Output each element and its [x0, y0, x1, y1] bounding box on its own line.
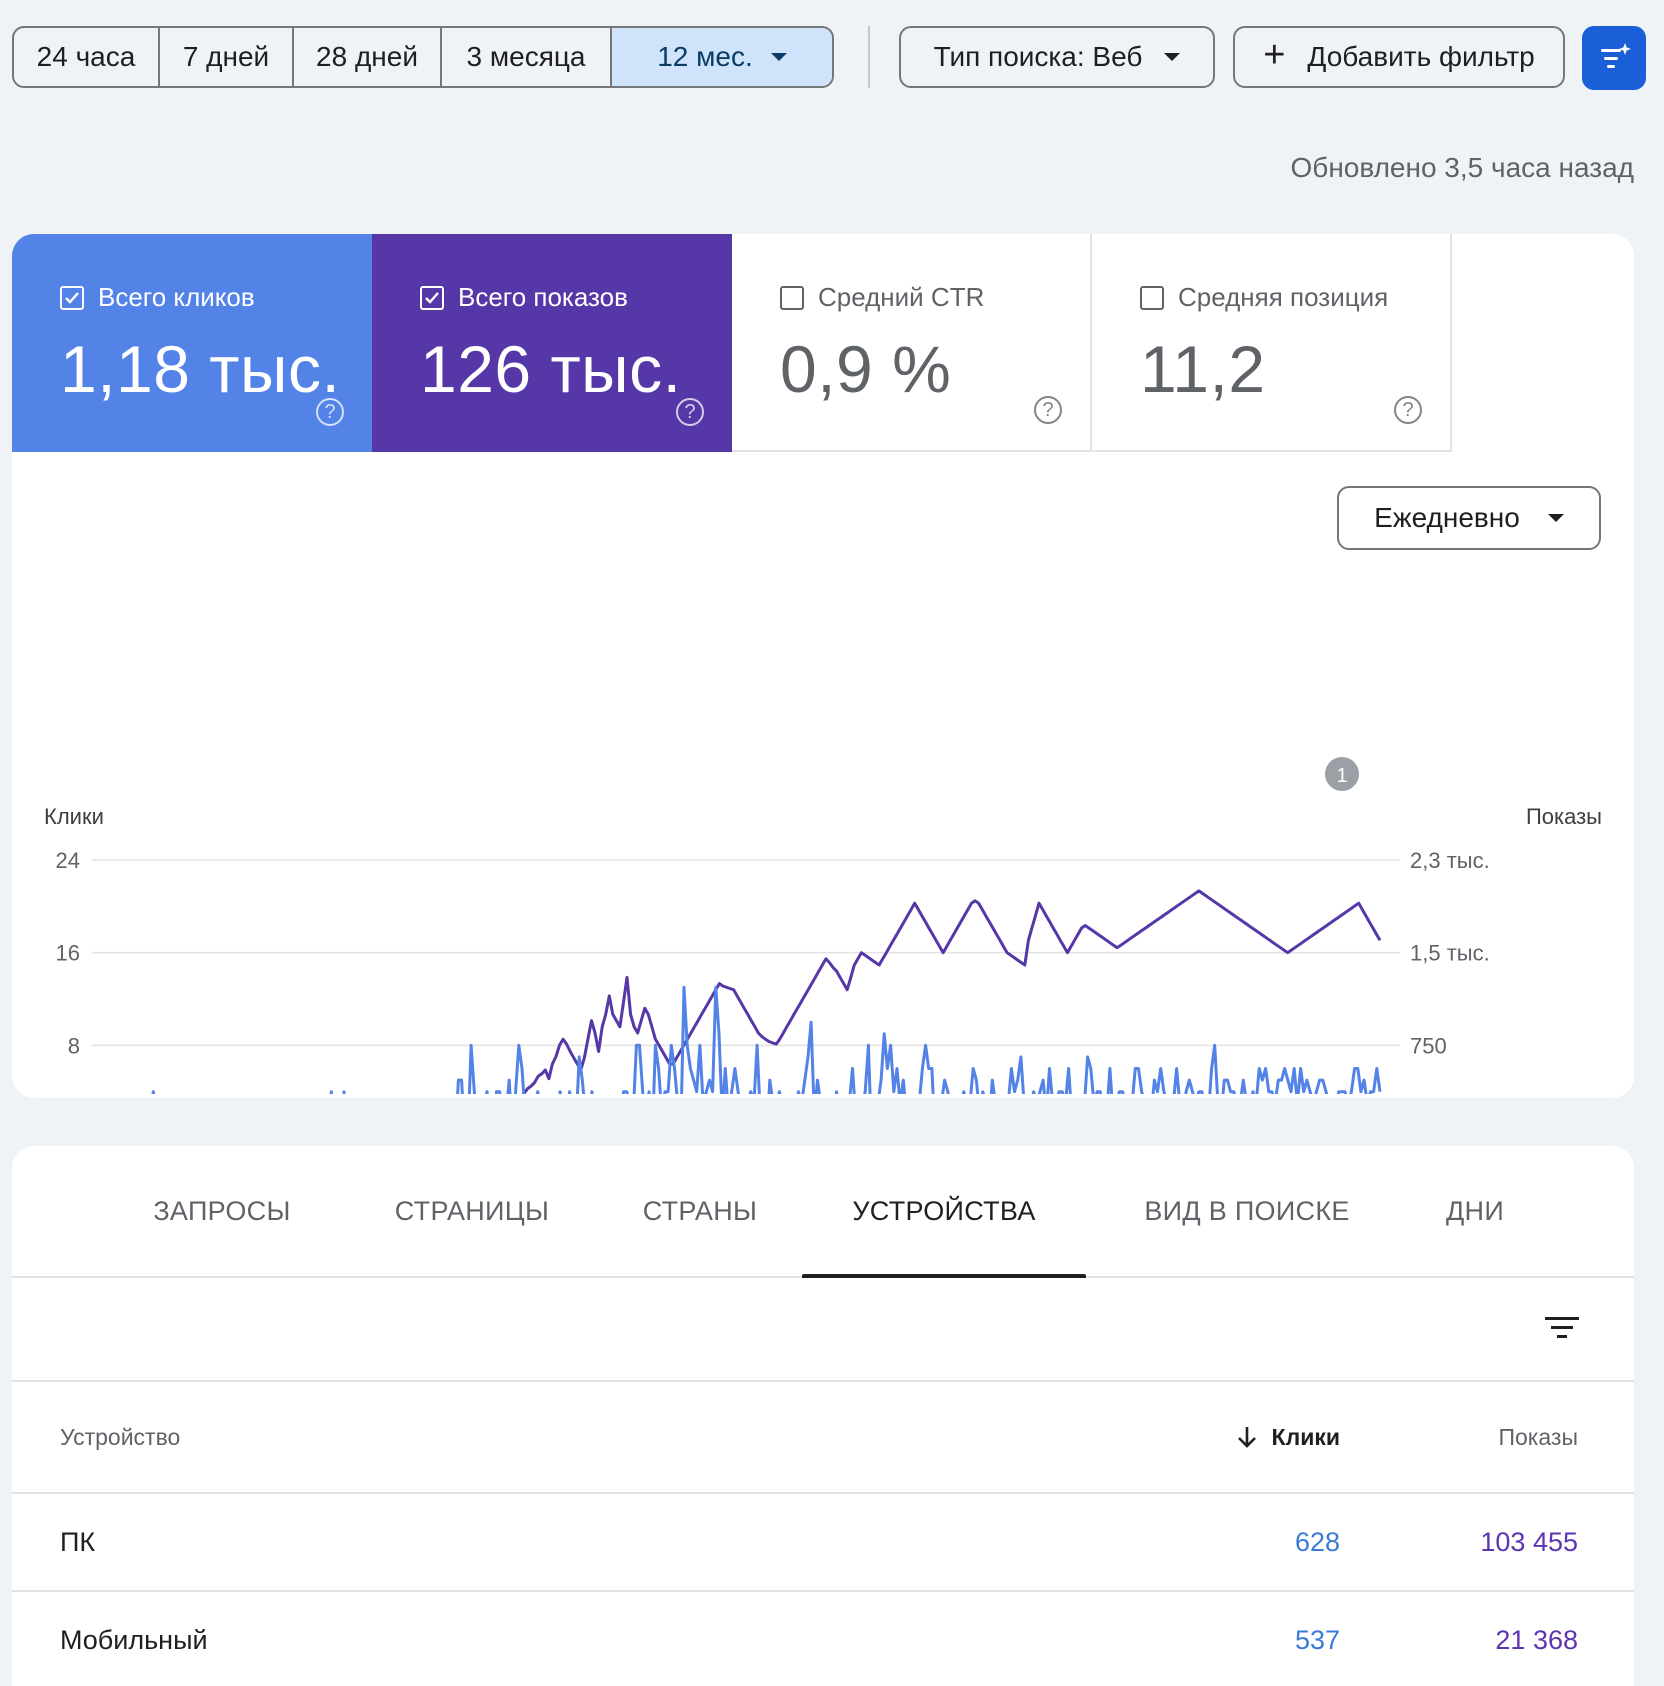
right-axis-tick-label: 750	[1410, 1033, 1447, 1058]
granularity-dropdown[interactable]: Ежедневно	[1337, 486, 1601, 550]
dropdown-caret-icon	[1164, 53, 1181, 61]
gridlines	[92, 859, 1400, 1047]
range-3m-button[interactable]: 3 месяца	[442, 28, 612, 86]
column-header-clicks-label: Клики	[1271, 1423, 1340, 1450]
device-cell: Мобильный	[60, 1624, 208, 1655]
filter-list-icon[interactable]	[1542, 1308, 1582, 1348]
metric-label: Всего кликов	[98, 282, 255, 312]
metric-value: 1,18 тыс.	[60, 332, 341, 406]
metric-value: 11,2	[1140, 332, 1266, 406]
metric-label-row: Средний CTR	[780, 282, 1090, 313]
tab-pages[interactable]: СТРАНИЦЫ	[394, 1195, 550, 1226]
metric-label: Средняя позиция	[1178, 282, 1389, 312]
range-12m-label: 12 мес.	[657, 41, 753, 72]
left-axis-title: Клики	[44, 804, 104, 829]
annotation-label: 1	[1336, 765, 1347, 787]
metric-label-row: Средняя позиция	[1140, 282, 1450, 313]
search-type-label: Тип поиска: Веб	[933, 41, 1143, 72]
date-range-toolbar: 24 часа 7 дней 28 дней 3 месяца 12 мес. …	[12, 26, 1652, 90]
table-header: Устройство Клики Показы	[12, 1382, 1634, 1494]
left-axis-ticks: 241680	[56, 848, 80, 1058]
checkbox-unchecked-icon[interactable]	[1140, 285, 1164, 310]
tab-countries[interactable]: СТРАНЫ	[642, 1195, 758, 1226]
range-24h-button[interactable]: 24 часа	[14, 28, 160, 86]
last-updated-text: Обновлено 3,5 часа назад	[1290, 152, 1635, 183]
metric-value: 126 тыс.	[420, 332, 682, 406]
device-cell: ПК	[60, 1526, 96, 1557]
tab-queries[interactable]: ЗАПРОСЫ	[153, 1195, 291, 1226]
right-axis-tick-label: 2,3 тыс.	[1410, 848, 1490, 873]
left-axis-tick-label: 24	[56, 848, 80, 873]
metric-total-clicks[interactable]: Всего кликов 1,18 тыс. ?	[12, 234, 372, 452]
clicks-cell: 628	[1294, 1526, 1340, 1557]
range-28d-button[interactable]: 28 дней	[294, 28, 442, 86]
right-axis-tick-label: 1,5 тыс.	[1410, 941, 1490, 966]
dropdown-caret-icon	[770, 53, 787, 61]
right-axis-title: Показы	[1526, 804, 1602, 829]
clicks-cell: 537	[1294, 1624, 1340, 1655]
help-icon[interactable]: ?	[676, 398, 704, 426]
dimension-tabs: ЗАПРОСЫ СТРАНИЦЫ СТРАНЫ УСТРОЙСТВА ВИД В…	[12, 1146, 1634, 1278]
help-icon[interactable]: ?	[1034, 396, 1062, 424]
sort-down-arrow-icon	[1237, 1427, 1256, 1448]
tab-devices[interactable]: УСТРОЙСТВА	[802, 1146, 1086, 1278]
granularity-label: Ежедневно	[1374, 502, 1520, 533]
tab-days[interactable]: ДНИ	[1445, 1195, 1505, 1226]
clicks-series-line	[151, 985, 1382, 1098]
metric-average-position[interactable]: Средняя позиция 11,2 ?	[1092, 234, 1452, 452]
metric-total-impressions[interactable]: Всего показов 126 тыс. ?	[372, 234, 732, 452]
add-filter-button[interactable]: + Добавить фильтр	[1233, 26, 1565, 88]
left-axis-tick-label: 8	[68, 1033, 80, 1058]
table-row[interactable]: Мобильный 537 21 368	[12, 1592, 1634, 1686]
metric-label: Средний CTR	[818, 282, 985, 312]
sparkle-filter-icon[interactable]	[1582, 26, 1646, 90]
left-axis-tick-label: 16	[56, 941, 80, 966]
checkbox-unchecked-icon[interactable]	[780, 285, 804, 310]
impressions-cell: 21 368	[1495, 1624, 1578, 1655]
column-header-clicks[interactable]: Клики	[1236, 1382, 1340, 1492]
toolbar-divider	[868, 26, 870, 88]
help-icon[interactable]: ?	[316, 398, 344, 426]
add-filter-label: Добавить фильтр	[1307, 41, 1535, 72]
column-header-impressions[interactable]: Показы	[1498, 1423, 1578, 1450]
table-row[interactable]: ПК 628 103 455	[12, 1494, 1634, 1592]
date-range-segmented-control: 24 часа 7 дней 28 дней 3 месяца 12 мес.	[12, 26, 834, 88]
performance-card: Всего кликов 1,18 тыс. ? Всего показов 1…	[12, 234, 1634, 1098]
metric-label-row: Всего показов	[420, 282, 732, 313]
performance-chart: Клики Показы 241680 2,3 тыс.1,5 тыс.7500…	[12, 574, 1634, 1098]
tab-search-appearance[interactable]: ВИД В ПОИСКЕ	[1144, 1195, 1350, 1226]
right-axis-ticks: 2,3 тыс.1,5 тыс.7500	[1410, 848, 1490, 1058]
checkbox-checked-icon[interactable]	[60, 285, 84, 310]
search-type-dropdown[interactable]: Тип поиска: Веб	[899, 26, 1215, 88]
metric-label: Всего показов	[458, 282, 628, 312]
metric-label-row: Всего кликов	[60, 282, 372, 313]
column-header-device[interactable]: Устройство	[60, 1423, 181, 1450]
help-icon[interactable]: ?	[1394, 396, 1422, 424]
range-12m-dropdown[interactable]: 12 мес.	[612, 28, 832, 86]
dimensions-card: ЗАПРОСЫ СТРАНИЦЫ СТРАНЫ УСТРОЙСТВА ВИД В…	[12, 1146, 1634, 1686]
annotation-marker[interactable]: 1	[1325, 757, 1359, 791]
metric-average-ctr[interactable]: Средний CTR 0,9 % ?	[732, 234, 1092, 452]
impressions-cell: 103 455	[1480, 1526, 1578, 1557]
range-7d-button[interactable]: 7 дней	[160, 28, 294, 86]
checkbox-checked-icon[interactable]	[420, 285, 444, 310]
metric-value: 0,9 %	[780, 332, 952, 406]
series-lines	[151, 889, 1382, 1098]
plus-icon: +	[1263, 34, 1286, 76]
performance-chart-svg: Клики Показы 241680 2,3 тыс.1,5 тыс.7500…	[44, 757, 1602, 1098]
table-filter-row	[12, 1278, 1634, 1382]
dropdown-caret-icon	[1547, 514, 1564, 522]
metric-tiles: Всего кликов 1,18 тыс. ? Всего показов 1…	[12, 234, 1452, 452]
annotation-circle[interactable]	[1325, 757, 1359, 791]
impressions-series-line	[517, 889, 1382, 1098]
